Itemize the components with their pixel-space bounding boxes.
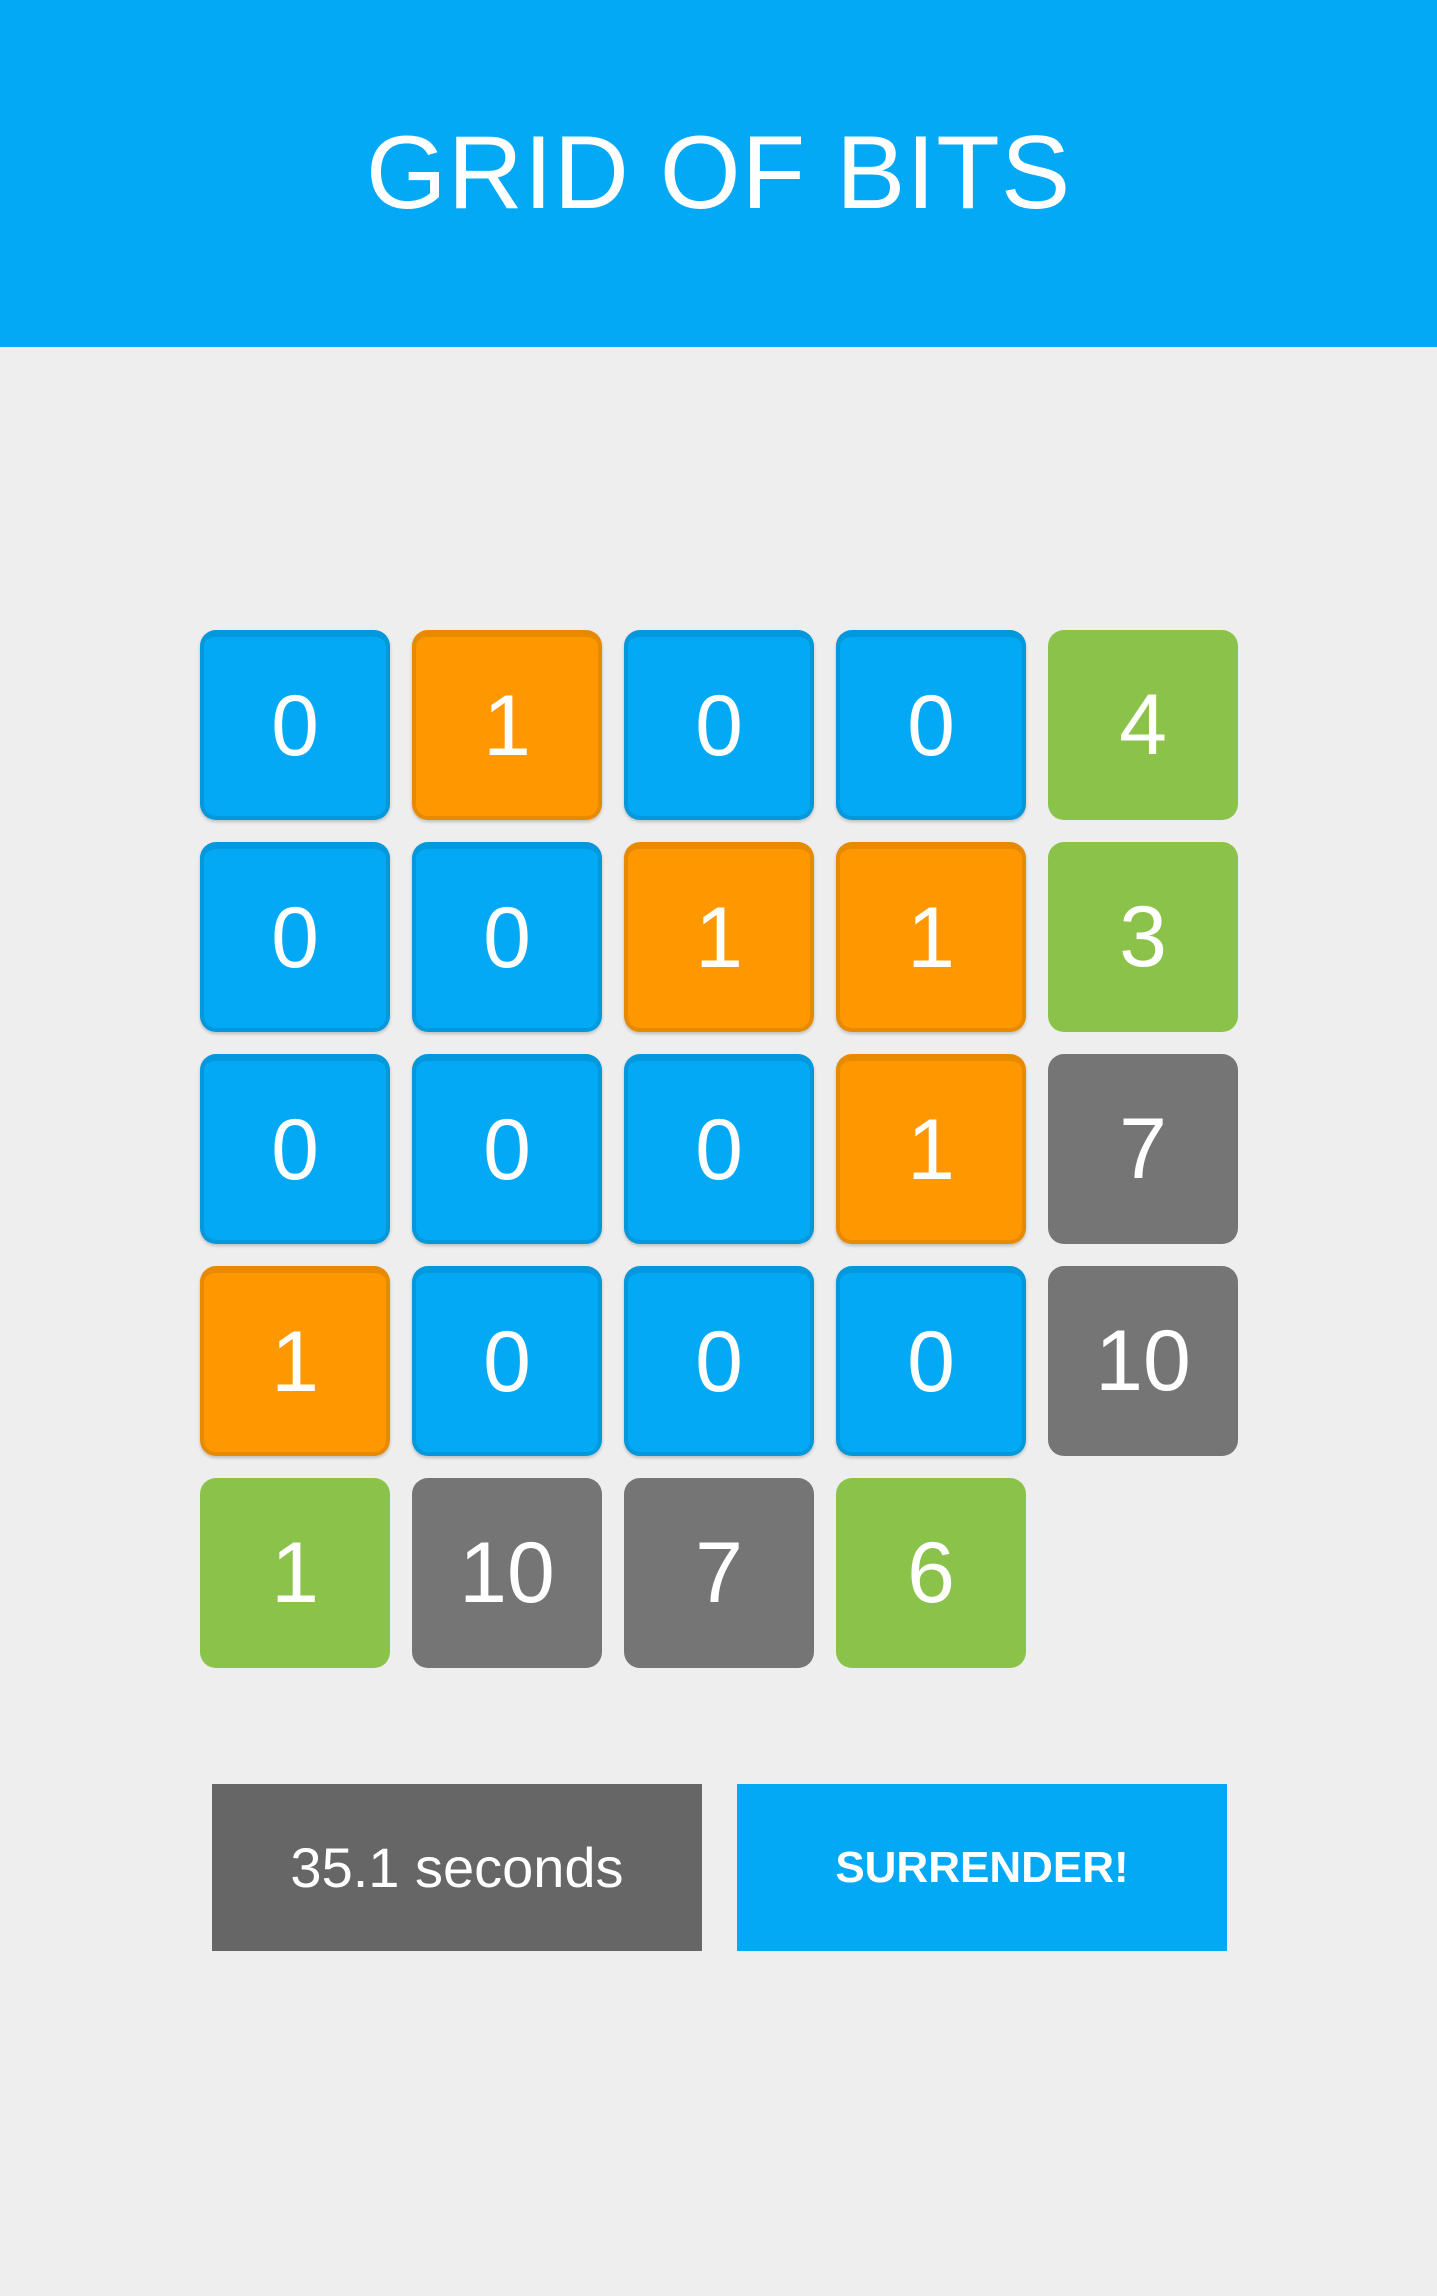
page-title: GRID OF BITS [365, 115, 1072, 231]
row-count-tile: 3 [1048, 842, 1238, 1032]
column-count-tile: 6 [836, 1478, 1026, 1668]
bit-tile[interactable]: 0 [412, 1266, 602, 1456]
row-count-tile: 10 [1048, 1266, 1238, 1456]
bit-tile[interactable]: 0 [624, 630, 814, 820]
surrender-button[interactable]: SURRENDER! [737, 1784, 1227, 1951]
bit-tile[interactable]: 1 [836, 842, 1026, 1032]
bit-tile[interactable]: 0 [412, 1054, 602, 1244]
column-count-tile: 1 [200, 1478, 390, 1668]
bit-tile[interactable]: 1 [412, 630, 602, 820]
row-count-tile: 4 [1048, 630, 1238, 820]
bit-tile[interactable]: 0 [624, 1266, 814, 1456]
bit-tile[interactable]: 0 [412, 842, 602, 1032]
app-header: GRID OF BITS [0, 0, 1437, 347]
column-count-tile: 7 [624, 1478, 814, 1668]
bit-tile[interactable]: 0 [200, 630, 390, 820]
bit-tile[interactable]: 1 [836, 1054, 1026, 1244]
bit-tile[interactable]: 0 [836, 630, 1026, 820]
bit-tile[interactable]: 0 [200, 1054, 390, 1244]
bit-tile[interactable]: 0 [836, 1266, 1026, 1456]
bit-tile[interactable]: 0 [200, 842, 390, 1032]
timer-display: 35.1 seconds [212, 1784, 702, 1951]
bit-tile[interactable]: 0 [624, 1054, 814, 1244]
bit-tile[interactable]: 1 [200, 1266, 390, 1456]
row-count-tile: 7 [1048, 1054, 1238, 1244]
column-count-tile: 10 [412, 1478, 602, 1668]
bit-tile[interactable]: 1 [624, 842, 814, 1032]
